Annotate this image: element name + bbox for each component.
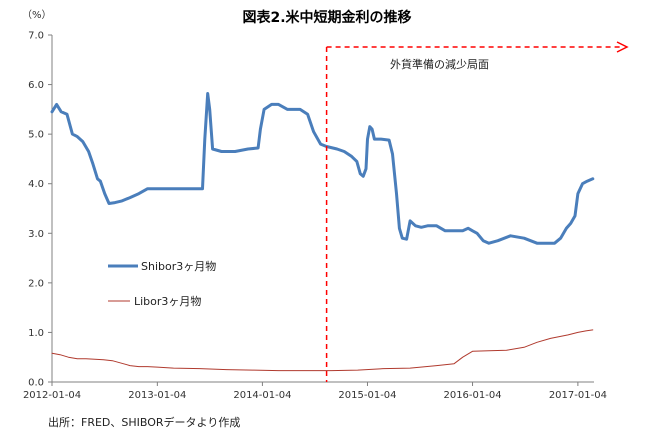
x-axis-ticks: 2012-01-04 2013-01-04 2014-01-04 2015-01-04… [23, 382, 607, 401]
y-tick-label: 2.0 [28, 278, 44, 289]
series-layer [50, 92, 595, 372]
y-tick-label: 1.0 [28, 328, 44, 339]
series-line-libor [51, 329, 594, 372]
source-note: 出所：FRED、SHIBORデータより作成 [48, 415, 240, 429]
y-tick-label: 3.0 [28, 229, 44, 240]
legend-label-libor: Libor3ヶ月物 [134, 294, 201, 308]
y-tick-label: 4.0 [28, 179, 44, 190]
annotation-layer: 外貨準備の減少局面 [325, 41, 629, 382]
x-tick-label: 2016-01-04 [443, 390, 501, 401]
y-tick-label: 7.0 [28, 31, 44, 42]
x-tick-label: 2012-01-04 [23, 390, 81, 401]
chart-title: 図表2.米中短期金利の推移 [242, 9, 411, 26]
y-tick-label: 0.0 [28, 378, 44, 389]
legend: Shibor3ヶ月物 Libor3ヶ月物 [108, 259, 216, 308]
annotation-label: 外貨準備の減少局面 [390, 57, 489, 71]
x-tick-label: 2014-01-04 [233, 390, 291, 401]
y-tick-label: 6.0 [28, 80, 44, 91]
series-line-shibor [50, 92, 595, 245]
legend-label-shibor: Shibor3ヶ月物 [141, 259, 216, 273]
y-unit-label: （%） [22, 9, 52, 21]
y-tick-label: 5.0 [28, 130, 44, 141]
x-tick-label: 2013-01-04 [128, 390, 186, 401]
annotation-arrow-head [616, 41, 629, 53]
x-tick-label: 2015-01-04 [338, 390, 396, 401]
y-axis-ticks: 0.0 1.0 2.0 3.0 4.0 5.0 6.0 7.0 [28, 31, 52, 389]
x-tick-label: 2017-01-04 [549, 390, 607, 401]
